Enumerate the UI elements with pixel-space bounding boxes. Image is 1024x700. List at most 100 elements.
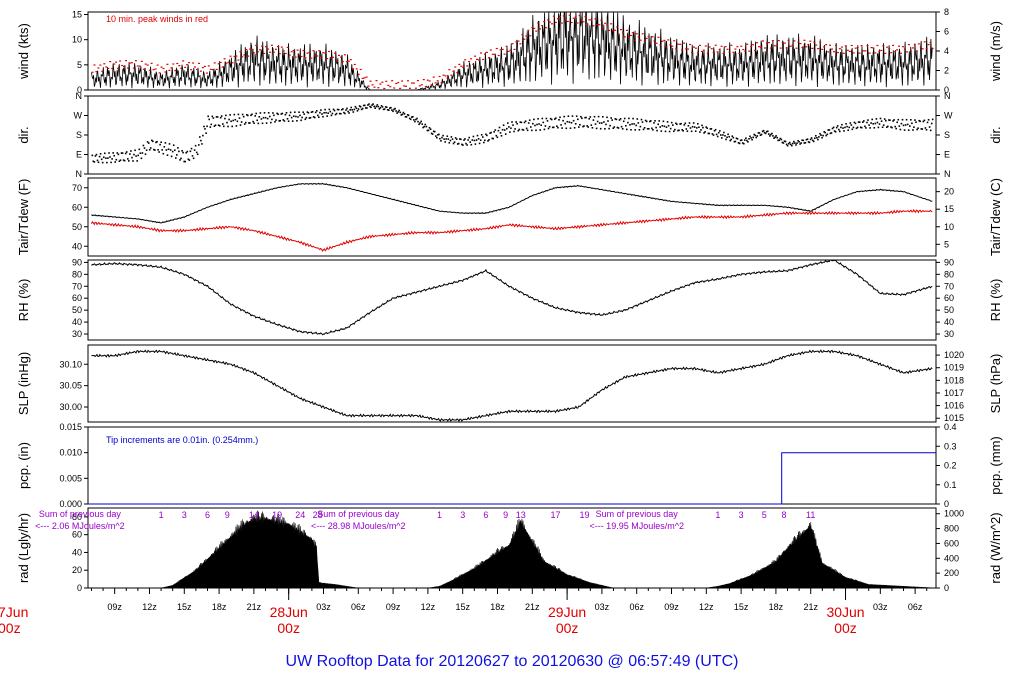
- wind-peak-mark: [769, 47, 772, 49]
- slp-right-tick-label: 1019: [944, 363, 964, 373]
- dir-point: [511, 121, 513, 123]
- dir-point: [379, 107, 382, 109]
- wind-peak-mark: [775, 45, 778, 47]
- wind-peak-mark: [152, 69, 155, 71]
- wind-peak-mark: [712, 52, 715, 54]
- rh-right-tick-label: 80: [944, 269, 954, 279]
- dir-point: [450, 136, 453, 138]
- x-day-hour: 00z: [834, 620, 857, 636]
- wind-peak-mark: [600, 19, 603, 21]
- wind-peak-mark: [320, 57, 323, 59]
- dir-point: [753, 133, 755, 136]
- rad-sum-label: Sum of previous day: [39, 509, 122, 519]
- dir-point: [814, 137, 816, 139]
- wind-peak-mark: [154, 68, 157, 70]
- wind-peak-mark: [284, 52, 287, 55]
- wind-peak-mark: [385, 80, 388, 82]
- rad-local-hour: 14: [249, 510, 259, 520]
- dir-point: [457, 142, 460, 145]
- dir-point: [473, 139, 476, 142]
- wind-peak-mark: [412, 82, 415, 84]
- wind-peak-mark: [691, 51, 693, 53]
- dir-point: [665, 126, 668, 128]
- dir-point: [688, 122, 691, 124]
- slp-left-tick-label: 30.05: [59, 381, 82, 391]
- wind-peak-mark: [229, 55, 232, 57]
- dir-point: [642, 128, 645, 131]
- wind-peak-mark: [132, 67, 135, 69]
- wind-peak-mark: [91, 71, 94, 73]
- temp-right-tick-label: 20: [944, 187, 954, 197]
- wind-peak-mark: [531, 27, 534, 29]
- wind-peak-mark: [174, 70, 177, 72]
- dir-point: [469, 141, 471, 143]
- wind-peak-mark: [554, 21, 557, 23]
- dir-point: [658, 120, 660, 122]
- dir-ylabel-left: dir.: [16, 126, 31, 143]
- dir-point: [439, 137, 441, 140]
- dir-point: [816, 137, 818, 139]
- wind-peak-mark: [836, 52, 839, 54]
- dir-point: [396, 112, 398, 114]
- dir-point: [557, 126, 559, 129]
- dir-point: [429, 128, 432, 130]
- dir-point: [611, 119, 613, 121]
- dir-point: [637, 122, 640, 124]
- dir-point: [929, 129, 932, 132]
- temp-ylabel-right: Tair/Tdew (C): [988, 178, 1003, 256]
- wind-peak-mark: [180, 67, 183, 69]
- wind-right-tick-label: 8: [944, 7, 949, 17]
- dir-point: [792, 142, 794, 145]
- dir-point: [155, 141, 157, 144]
- dir-right-tick-label: N: [944, 91, 951, 101]
- dir-point: [661, 125, 664, 127]
- dir-point: [165, 149, 168, 151]
- wind-peak-mark: [99, 64, 102, 66]
- dir-point: [408, 117, 411, 120]
- dir-point: [643, 127, 646, 129]
- pcp-right-tick-label: 0.3: [944, 441, 957, 451]
- dir-point: [449, 139, 452, 142]
- dir-point: [826, 133, 829, 136]
- wind-peak-mark: [909, 50, 912, 52]
- rad-local-hour: 1: [159, 510, 164, 520]
- wind-peak-mark: [359, 68, 362, 71]
- dir-point: [360, 108, 363, 111]
- dir-point: [293, 115, 295, 117]
- dir-point: [219, 116, 222, 119]
- dir-point: [904, 124, 907, 126]
- dir-point: [808, 141, 811, 144]
- wind-peak-mark: [401, 80, 404, 82]
- dir-point: [883, 118, 886, 120]
- dir-point: [382, 108, 385, 111]
- dir-point: [320, 109, 322, 111]
- rad-sum-label: Sum of previous day: [317, 509, 400, 519]
- rad-right-tick-label: 200: [944, 568, 959, 578]
- dir-point: [725, 138, 727, 141]
- dir-point: [158, 151, 160, 153]
- wind-peak-mark: [485, 51, 488, 53]
- wind-peak-mark: [162, 67, 165, 70]
- dir-point: [912, 129, 914, 131]
- wind-peak-mark: [631, 32, 634, 34]
- dir-point: [851, 128, 854, 131]
- dir-point: [313, 116, 316, 119]
- dir-point: [183, 160, 185, 163]
- dir-point: [572, 119, 575, 122]
- dir-point: [502, 124, 505, 126]
- dir-point: [873, 127, 876, 129]
- dir-point: [370, 106, 372, 109]
- dir-point: [596, 120, 599, 123]
- dir-point: [865, 127, 867, 129]
- dir-point: [446, 135, 449, 137]
- dir-point: [319, 111, 321, 114]
- dir-point: [673, 130, 675, 133]
- dir-point: [163, 146, 166, 148]
- dir-point: [730, 138, 732, 141]
- dir-point: [675, 122, 677, 125]
- dir-point: [428, 127, 431, 129]
- dir-point: [277, 113, 279, 116]
- dir-point: [136, 160, 138, 162]
- wind-peak-mark: [501, 48, 504, 50]
- wind-peak-mark: [667, 39, 670, 41]
